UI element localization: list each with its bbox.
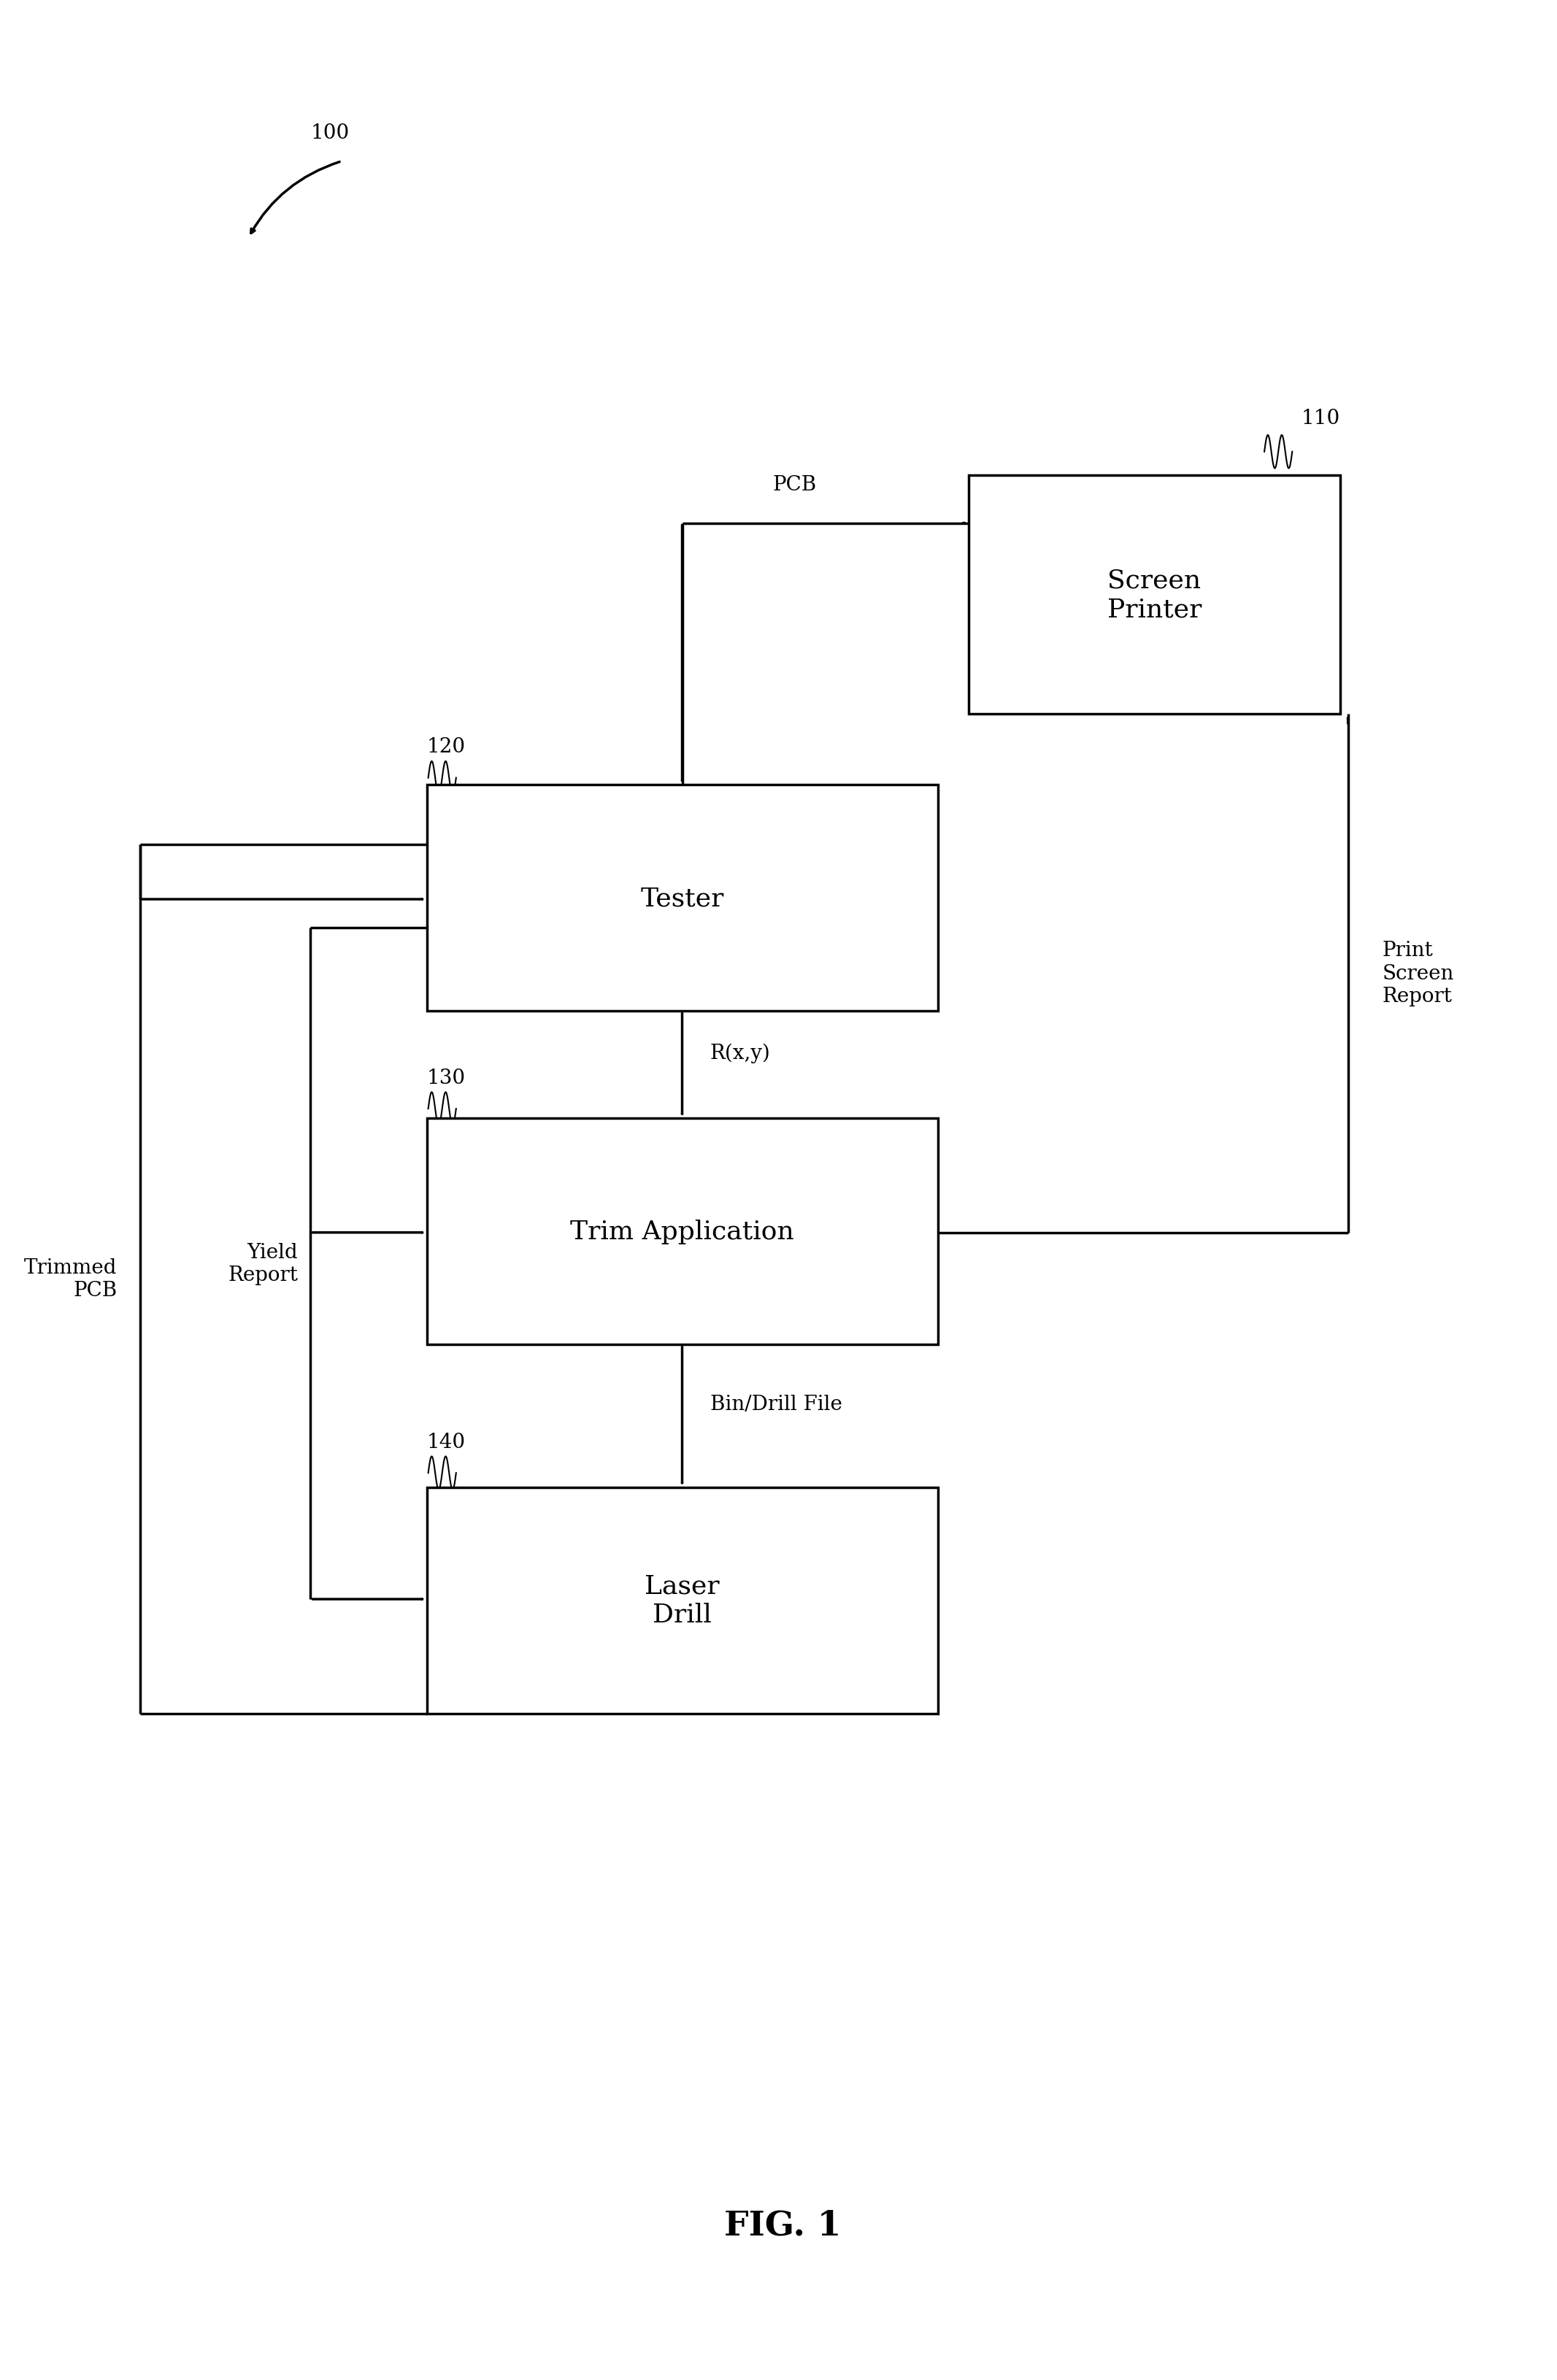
Text: PCB: PCB: [772, 476, 816, 495]
FancyBboxPatch shape: [427, 785, 937, 1012]
Text: 140: 140: [427, 1433, 466, 1452]
Text: R(x,y): R(x,y): [710, 1042, 771, 1064]
Text: 110: 110: [1302, 409, 1341, 428]
Text: Trimmed
PCB: Trimmed PCB: [23, 1259, 117, 1299]
Text: Yield
Report: Yield Report: [229, 1242, 297, 1285]
Text: Tester: Tester: [640, 885, 724, 912]
Text: Screen
Printer: Screen Printer: [1107, 569, 1202, 621]
Text: 100: 100: [310, 124, 349, 143]
Text: Bin/Drill File: Bin/Drill File: [710, 1395, 842, 1414]
Text: 130: 130: [427, 1069, 466, 1088]
Text: FIG. 1: FIG. 1: [724, 2209, 841, 2242]
FancyBboxPatch shape: [968, 476, 1341, 714]
Text: Trim Application: Trim Application: [570, 1219, 794, 1245]
Text: 120: 120: [427, 738, 466, 757]
Text: Laser
Drill: Laser Drill: [645, 1573, 719, 1628]
FancyBboxPatch shape: [427, 1119, 937, 1345]
FancyBboxPatch shape: [427, 1488, 937, 1714]
Text: Print
Screen
Report: Print Screen Report: [1383, 940, 1454, 1007]
